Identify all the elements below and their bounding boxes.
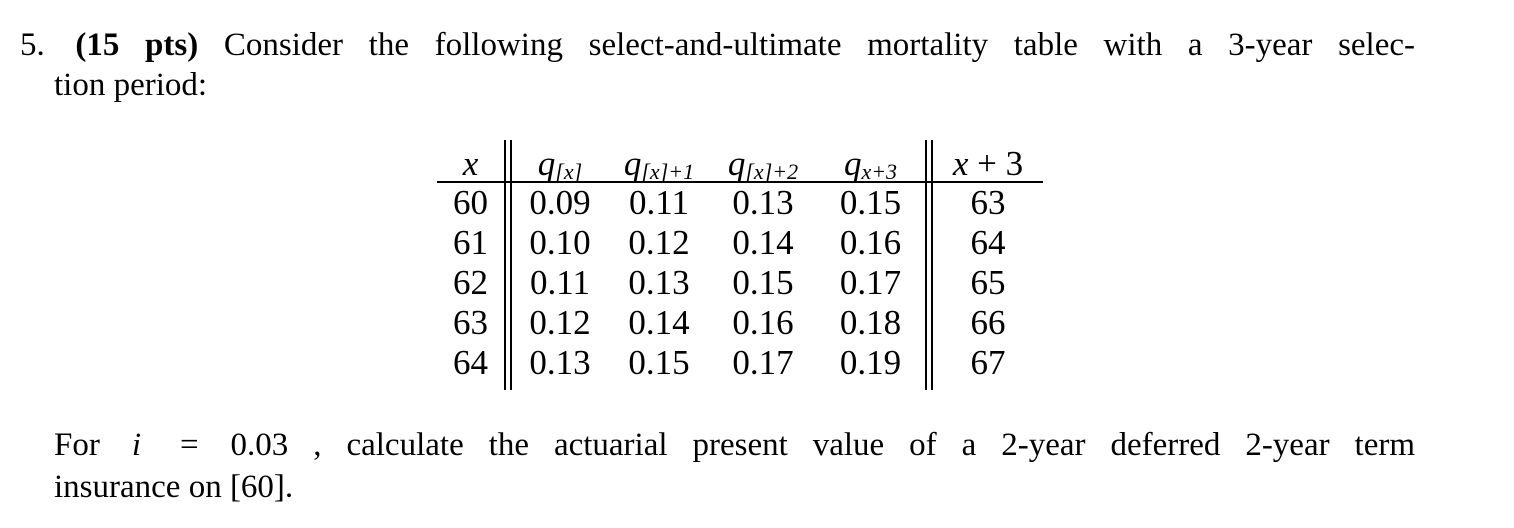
cell-age: 62 xyxy=(453,263,488,302)
header-x-plus-3: x + 3 xyxy=(933,140,1043,183)
header-q-select-plus-2: q[x]+2 xyxy=(710,140,816,183)
q-subscript: x+3 xyxy=(861,158,898,184)
cell-age: 61 xyxy=(453,223,488,262)
cell-age-plus-3: 66 xyxy=(970,303,1006,342)
interest-rate-value: 0.03 xyxy=(230,427,289,463)
q-base: q xyxy=(727,144,746,183)
problem-text-line-2: tion period: xyxy=(54,67,208,103)
question-paragraph: For i = 0.03 , calculate the actuarial p… xyxy=(54,424,1415,508)
header-q-select-plus-1: q[x]+1 xyxy=(608,140,710,183)
cell-age-plus-3: 63 xyxy=(970,183,1006,222)
question-lead: For xyxy=(54,427,100,463)
q-subscript: [x] xyxy=(555,158,583,184)
cell-q-select-1: 0.15 xyxy=(628,343,690,382)
cell-q-select: 0.10 xyxy=(529,223,591,262)
cell-q-select-1: 0.14 xyxy=(628,303,690,342)
header-x: x xyxy=(462,144,479,183)
cell-age-plus-3: 67 xyxy=(970,343,1006,382)
problem-line-2: tion period: xyxy=(54,65,1415,105)
problem-text-line-1: Consider the following select-and-ultima… xyxy=(223,27,1416,63)
q-subscript: [x]+2 xyxy=(745,158,799,184)
problem-statement: 5. (15 pts) Consider the following selec… xyxy=(20,25,1415,105)
mortality-table: x q[x] q[x]+1 q[x]+2 qx+3 x + 3 60 0.09 … xyxy=(437,140,1043,390)
cell-q-ultimate: 0.19 xyxy=(839,343,902,382)
cell-q-ultimate: 0.18 xyxy=(839,303,902,342)
cell-q-ultimate: 0.17 xyxy=(839,263,902,302)
q-base: q xyxy=(623,144,642,183)
cell-q-ultimate: 0.16 xyxy=(839,223,902,262)
cell-q-select: 0.09 xyxy=(529,183,591,222)
double-vertical-rule-left xyxy=(504,140,512,390)
cell-q-select-2: 0.14 xyxy=(732,223,794,262)
question-line-2: insurance on [60]. xyxy=(54,466,1415,508)
cell-age: 63 xyxy=(453,303,488,342)
cell-q-select: 0.11 xyxy=(530,263,590,302)
q-subscript: [x]+1 xyxy=(641,158,695,184)
question-line-1: For i = 0.03 , calculate the actuarial p… xyxy=(54,424,1415,466)
cell-q-ultimate: 0.15 xyxy=(839,183,902,222)
header-q-select: q[x] xyxy=(512,140,608,183)
double-vertical-rule-right xyxy=(925,140,933,390)
mortality-table-grid: x q[x] q[x]+1 q[x]+2 qx+3 x + 3 60 0.09 … xyxy=(437,140,1043,383)
interest-variable: i xyxy=(131,427,141,463)
equals-sign: = xyxy=(179,427,199,463)
cell-q-select-2: 0.17 xyxy=(732,343,794,382)
cell-q-select-2: 0.15 xyxy=(732,263,794,302)
question-text-line-1: , calculate the actuarial present value … xyxy=(313,427,1416,463)
cell-q-select-1: 0.11 xyxy=(629,183,689,222)
q-base: q xyxy=(537,144,556,183)
header-q-ultimate: qx+3 xyxy=(816,140,925,183)
points-label: (15 pts) xyxy=(75,27,199,63)
cell-age-plus-3: 65 xyxy=(970,263,1006,302)
cell-age: 60 xyxy=(453,183,488,222)
cell-q-select-2: 0.13 xyxy=(732,183,794,222)
problem-line-1: 5. (15 pts) Consider the following selec… xyxy=(20,25,1415,65)
cell-age-plus-3: 64 xyxy=(970,223,1006,262)
header-horizontal-rule xyxy=(437,181,1043,183)
cell-q-select-1: 0.13 xyxy=(628,263,690,302)
question-text-line-2: insurance on [60]. xyxy=(54,469,294,505)
q-base: q xyxy=(843,144,862,183)
cell-q-select: 0.12 xyxy=(529,303,591,342)
cell-q-select-1: 0.12 xyxy=(628,223,690,262)
cell-age: 64 xyxy=(453,343,488,382)
plus-3: + 3 xyxy=(977,144,1024,183)
problem-number: 5. xyxy=(20,27,45,63)
x-var: x xyxy=(952,144,969,183)
cell-q-select-2: 0.16 xyxy=(732,303,794,342)
cell-q-select: 0.13 xyxy=(529,343,591,382)
